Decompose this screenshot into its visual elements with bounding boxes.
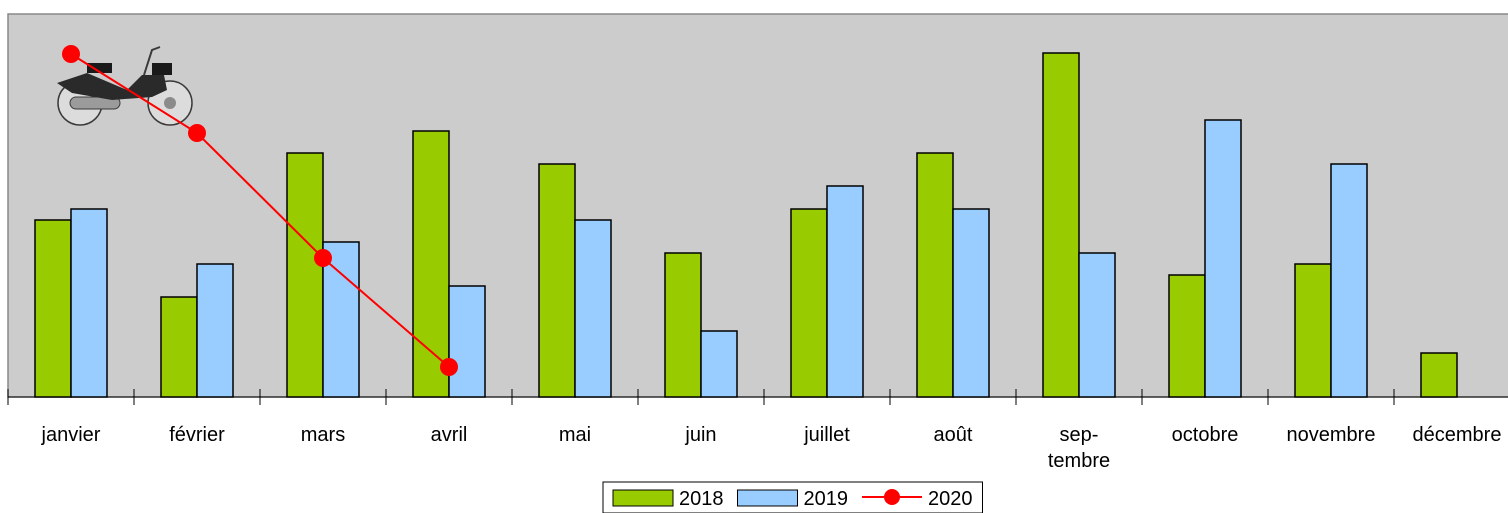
- bar: [538, 163, 576, 398]
- bar: [1204, 119, 1242, 398]
- line-point: [440, 358, 458, 376]
- bar: [1042, 52, 1080, 398]
- bar: [34, 219, 72, 398]
- x-tick-label: juillet: [803, 424, 850, 446]
- line-point: [188, 124, 206, 142]
- bar: [574, 219, 612, 398]
- bar: [700, 330, 738, 398]
- bar: [286, 152, 324, 398]
- bar: [826, 185, 864, 398]
- x-tick-label: janvier: [41, 424, 101, 446]
- x-tick-label: octobre: [1172, 424, 1239, 446]
- line-series: [70, 53, 450, 368]
- legend: 2018 2019 2020: [602, 481, 983, 513]
- bar: [916, 152, 954, 398]
- x-tick-label: novembre: [1287, 424, 1376, 446]
- plot-area: [7, 13, 1508, 398]
- legend-label: 2018: [679, 488, 724, 510]
- legend-label: 2020: [928, 488, 973, 510]
- x-tick-label: mars: [301, 424, 345, 446]
- bar: [70, 208, 108, 398]
- bar: [322, 241, 360, 398]
- bar: [1294, 263, 1332, 398]
- bar: [412, 130, 450, 398]
- bar: [1330, 163, 1368, 398]
- x-tick-label: mai: [559, 424, 591, 446]
- bar: [790, 208, 828, 398]
- x-tick-label: sep-tembre: [1048, 424, 1110, 472]
- bar: [448, 285, 486, 398]
- line-point: [314, 249, 332, 267]
- x-tick-label: avril: [431, 424, 468, 446]
- bar: [1168, 274, 1206, 398]
- bar: [196, 263, 234, 398]
- x-tick-label: août: [934, 424, 973, 446]
- legend-label: 2019: [804, 488, 849, 510]
- bar: [1420, 352, 1458, 398]
- legend-marker: [884, 489, 900, 505]
- line-point: [62, 45, 80, 63]
- x-tick-label: juin: [684, 424, 716, 446]
- x-tick-label: février: [169, 424, 225, 446]
- bar: [160, 296, 198, 398]
- bar: [664, 252, 702, 398]
- motorcycle-icon: [57, 46, 193, 126]
- bar: [1078, 252, 1116, 398]
- x-tick-label: décembre: [1413, 424, 1502, 446]
- legend-swatch: [737, 489, 798, 507]
- legend-swatch: [612, 489, 674, 507]
- bar: [952, 208, 990, 398]
